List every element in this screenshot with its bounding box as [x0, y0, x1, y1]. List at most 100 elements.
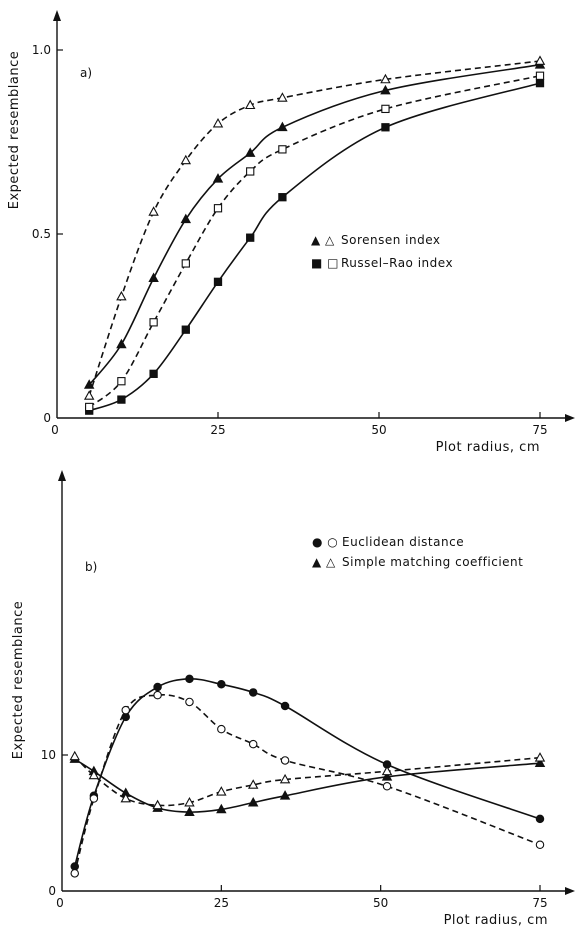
data-point: [382, 782, 392, 791]
x-tick-label: 50: [371, 423, 386, 437]
data-point: [248, 688, 258, 697]
data-point: [280, 756, 290, 765]
data-point: [85, 402, 94, 412]
data-point: [83, 390, 95, 400]
data-point: [246, 233, 255, 242]
data-point: [278, 145, 287, 154]
y-tick-label: 1.0: [32, 43, 51, 57]
data-point: [69, 750, 80, 761]
data-point: [279, 790, 291, 800]
x-tick-label: 50: [373, 896, 388, 910]
data-point: [117, 395, 126, 404]
data-point: [88, 769, 100, 780]
data-point: [148, 206, 159, 216]
data-point: [535, 78, 545, 88]
legend-label: Simple matching coefficient: [342, 555, 523, 569]
series-line: [88, 63, 541, 386]
data-point: [148, 272, 159, 283]
x-axis-arrow: [565, 887, 575, 895]
data-point: [180, 154, 192, 165]
data-point: [181, 259, 190, 268]
data-point: [535, 814, 545, 824]
legend-label: Russel–Rao index: [341, 256, 453, 270]
data-point: [213, 204, 223, 213]
data-point: [185, 674, 194, 684]
legend-label: Euclidean distance: [342, 535, 464, 549]
data-point: [535, 840, 545, 850]
data-point: [152, 799, 163, 810]
data-point: [213, 277, 223, 286]
panel-b: 0 25 50 75 0 10 Plot radius, cm Expected resemb…: [11, 470, 575, 928]
data-point: [534, 757, 546, 768]
legend-symbols: ▲ △: [312, 555, 336, 569]
series-line: [74, 755, 541, 807]
data-point: [381, 771, 393, 781]
data-point: [381, 104, 390, 114]
data-point: [212, 173, 224, 183]
data-point: [120, 792, 131, 803]
data-point: [381, 765, 393, 776]
x-tick-label: 25: [210, 423, 225, 437]
data-point: [180, 213, 192, 224]
data-point: [184, 806, 195, 816]
data-point: [216, 786, 227, 796]
data-point: [279, 773, 291, 784]
data-point: [149, 318, 158, 327]
y-tick-label: 10: [41, 748, 56, 762]
data-point: [246, 167, 255, 176]
x-axis-title: Plot radius, cm: [436, 440, 540, 455]
data-point: [149, 369, 158, 378]
data-point: [380, 84, 391, 95]
data-point: [534, 55, 546, 65]
data-point: [212, 117, 224, 128]
legend-label: Sorensen index: [341, 233, 441, 247]
series-line: [88, 75, 541, 408]
data-point: [535, 71, 545, 80]
data-point: [277, 92, 288, 102]
data-point: [181, 325, 190, 334]
x-tick-label: 0: [51, 423, 59, 437]
data-point: [116, 290, 127, 301]
panel-label: a): [80, 66, 92, 80]
data-point: [153, 682, 162, 692]
x-tick-label: 75: [532, 423, 547, 437]
data-point: [244, 147, 256, 157]
y-axis-title: Expected resemblance: [7, 51, 22, 210]
data-point: [216, 803, 227, 814]
data-point: [116, 338, 127, 349]
data-point: [278, 193, 287, 202]
y-axis-arrow: [53, 10, 61, 21]
data-point: [277, 121, 288, 132]
y-tick-label: 0: [43, 411, 51, 425]
data-point: [153, 690, 162, 700]
y-tick-label: 0: [48, 884, 56, 898]
series-line: [88, 60, 541, 397]
data-point: [244, 99, 256, 110]
data-point: [184, 796, 195, 807]
data-point: [380, 73, 391, 84]
data-point: [89, 794, 99, 803]
data-point: [83, 379, 95, 389]
x-tick-label: 75: [532, 896, 547, 910]
y-axis-arrow: [58, 470, 66, 481]
data-point: [247, 796, 259, 807]
panel-a: 0 25 50 75 0 0.5 1.0 Plot radius, cm Expected re…: [7, 10, 575, 455]
data-point: [117, 377, 126, 386]
data-point: [121, 705, 130, 715]
y-tick-label: 0.5: [32, 227, 51, 241]
data-point: [248, 739, 258, 749]
legend-symbols: ▲ △: [311, 233, 335, 247]
data-point: [217, 724, 226, 734]
data-point: [185, 697, 194, 707]
legend-symbols: ● ○: [312, 535, 338, 549]
x-axis-arrow: [565, 414, 575, 422]
data-point: [381, 123, 390, 132]
y-axis-title: Expected resemblance: [11, 601, 26, 760]
data-point: [217, 680, 226, 689]
legend-symbols: ■ □: [311, 256, 339, 270]
panel-label: b): [85, 560, 97, 574]
series-line: [73, 694, 541, 874]
x-tick-label: 25: [214, 896, 229, 910]
